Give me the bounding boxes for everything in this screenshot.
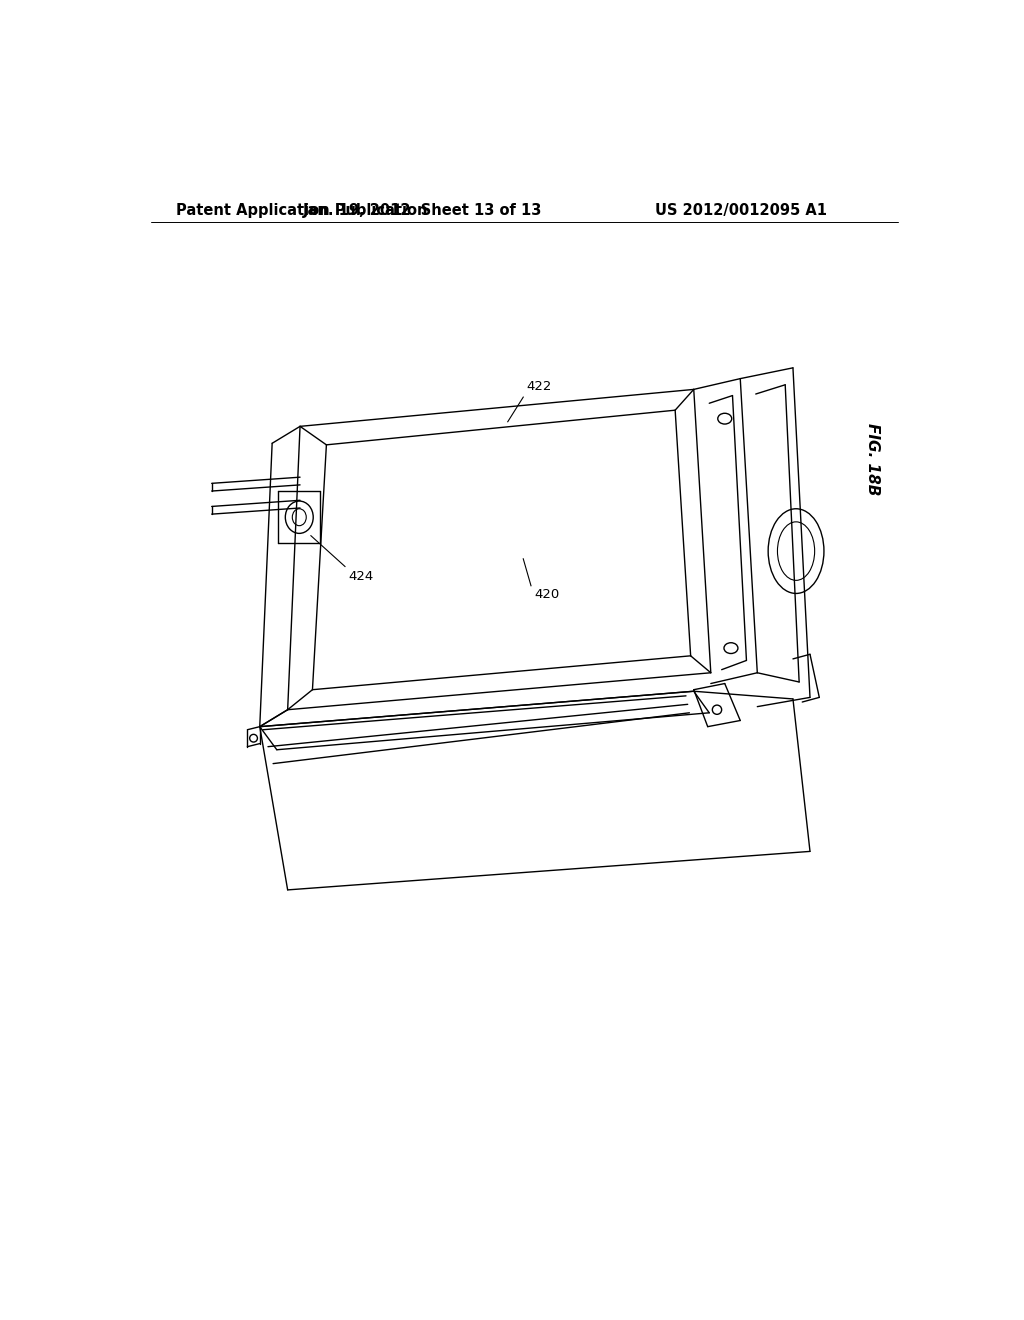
Text: 420: 420 [535, 589, 559, 601]
Text: 424: 424 [348, 570, 374, 583]
Text: FIG. 18B: FIG. 18B [864, 422, 880, 495]
Text: US 2012/0012095 A1: US 2012/0012095 A1 [655, 203, 827, 218]
Text: Patent Application Publication: Patent Application Publication [176, 203, 428, 218]
Text: Jan. 19, 2012  Sheet 13 of 13: Jan. 19, 2012 Sheet 13 of 13 [303, 203, 542, 218]
Text: 422: 422 [526, 380, 552, 393]
